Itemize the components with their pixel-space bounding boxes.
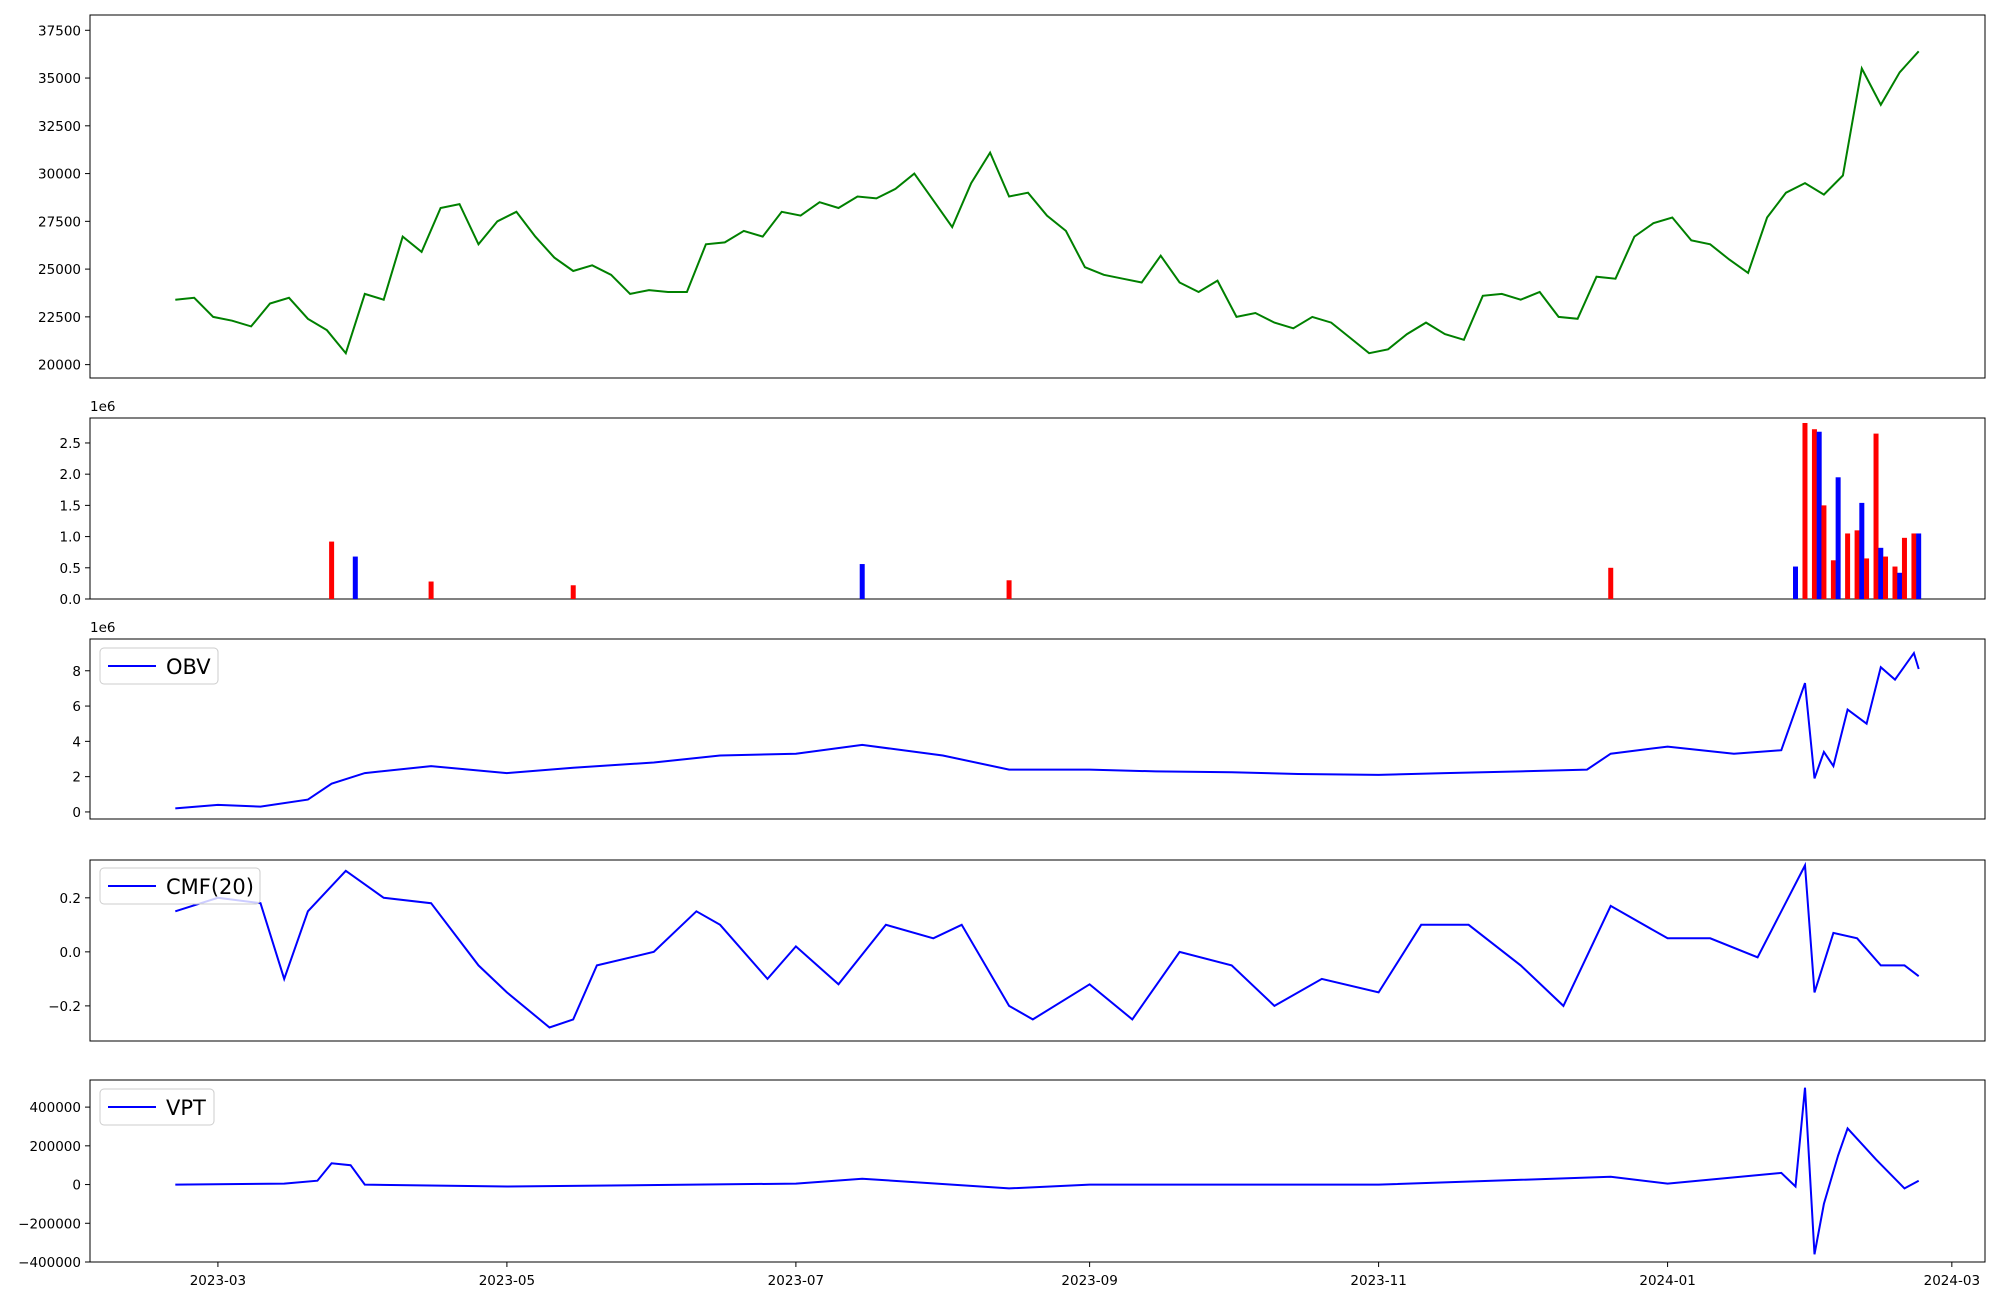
y-tick-label: 0.0 xyxy=(60,945,81,961)
volume-bar xyxy=(1835,477,1841,599)
y-tick-label: −200000 xyxy=(18,1216,81,1232)
volume-y-axis: 0.0 0.5 1.0 1.5 2.0 2.5 xyxy=(60,436,90,608)
obv-line xyxy=(175,650,1920,810)
obv-offset-label: 1e6 xyxy=(90,620,115,636)
y-tick-label: 2.5 xyxy=(60,436,81,452)
vpt-panel: −400000 −200000 0 200000 400000 VPT xyxy=(18,1079,1986,1271)
y-tick-label: 2 xyxy=(72,770,81,786)
volume-bar xyxy=(1916,533,1922,599)
y-tick-label: 30000 xyxy=(38,167,81,183)
volume-bar xyxy=(329,541,335,599)
volume-bar xyxy=(1883,556,1889,599)
y-tick-label: 0.5 xyxy=(60,561,81,577)
y-tick-label: 2.0 xyxy=(60,467,81,483)
volume-bar xyxy=(1892,566,1898,599)
obv-panel: 1e6 0 2 4 6 8 OBV xyxy=(72,620,1986,821)
x-tick-label: 2023-11 xyxy=(1350,1273,1406,1289)
obv-y-axis: 0 2 4 6 8 xyxy=(72,664,90,821)
volume-bar xyxy=(1864,558,1870,599)
price-y-axis: 20000 22500 25000 27500 30000 32500 35000 37500 xyxy=(38,23,90,374)
volume-bar xyxy=(570,585,576,599)
y-tick-label: 0 xyxy=(72,1178,81,1194)
y-tick-label: 6 xyxy=(72,699,81,715)
vpt-line xyxy=(175,1087,1920,1255)
date-x-axis: 2023-03 2023-05 2023-07 2023-09 2023-11 2024-… xyxy=(190,1262,1980,1289)
cmf-legend-label: CMF(20) xyxy=(166,875,254,899)
y-tick-label: 35000 xyxy=(38,71,81,87)
x-tick-label: 2024-01 xyxy=(1639,1273,1695,1289)
obv-legend: OBV xyxy=(99,647,219,685)
y-tick-label: −0.2 xyxy=(48,999,81,1015)
y-tick-label: 20000 xyxy=(38,358,81,374)
x-tick-label: 2023-09 xyxy=(1061,1273,1117,1289)
volume-bar xyxy=(1802,422,1808,599)
volume-bar xyxy=(1006,580,1012,599)
volume-bar xyxy=(1873,433,1879,599)
volume-panel: 1e6 0.0 0.5 1.0 1.5 2.0 2.5 xyxy=(60,399,1986,608)
x-tick-label: 2023-05 xyxy=(479,1273,535,1289)
y-tick-label: 27500 xyxy=(38,214,81,230)
price-panel: 20000 22500 25000 27500 30000 32500 35000 37500 xyxy=(38,14,1986,379)
y-tick-label: 400000 xyxy=(29,1100,81,1116)
volume-bar xyxy=(1816,431,1822,599)
x-tick-label: 2024-03 xyxy=(1924,1273,1980,1289)
x-tick-label: 2023-03 xyxy=(190,1273,246,1289)
y-tick-label: 22500 xyxy=(38,310,81,326)
vpt-legend-label: VPT xyxy=(166,1096,206,1120)
y-tick-label: 0 xyxy=(72,805,81,821)
y-tick-label: 25000 xyxy=(38,262,81,278)
y-tick-label: 8 xyxy=(72,664,81,680)
volume-bar xyxy=(1845,533,1851,599)
volume-bar xyxy=(859,564,865,599)
cmf-legend: CMF(20) xyxy=(99,867,261,905)
volume-bar xyxy=(1608,567,1614,599)
x-tick-label: 2023-07 xyxy=(768,1273,824,1289)
volume-bar xyxy=(1854,530,1860,599)
volume-bar xyxy=(1793,566,1798,599)
volume-bars xyxy=(329,422,1922,599)
price-line xyxy=(175,50,1920,356)
vpt-y-axis: −400000 −200000 0 200000 400000 xyxy=(18,1100,90,1271)
volume-bar xyxy=(1821,505,1827,599)
y-tick-label: 0.2 xyxy=(60,891,81,907)
vpt-legend: VPT xyxy=(99,1088,215,1126)
obv-legend-label: OBV xyxy=(166,655,211,679)
cmf-y-axis: −0.2 0.0 0.2 xyxy=(48,891,90,1015)
y-tick-label: 1.0 xyxy=(60,530,81,546)
y-tick-label: 32500 xyxy=(38,119,81,135)
y-tick-label: 1.5 xyxy=(60,498,81,514)
volume-bar xyxy=(1901,537,1907,599)
cmf-panel: −0.2 0.0 0.2 CMF(20) xyxy=(48,859,1986,1042)
volume-bar xyxy=(1811,429,1817,599)
volume-bar xyxy=(1911,533,1917,599)
volume-bar xyxy=(1878,547,1884,599)
volume-bar xyxy=(428,581,434,599)
cmf-line xyxy=(174,861,1920,1029)
y-tick-label: 0.0 xyxy=(60,592,81,608)
volume-bar xyxy=(352,556,358,599)
volume-bar xyxy=(1897,572,1903,599)
y-tick-label: 37500 xyxy=(38,23,81,39)
volume-bar xyxy=(1859,502,1865,599)
y-tick-label: 4 xyxy=(72,734,81,750)
volume-bar xyxy=(1830,560,1836,599)
y-tick-label: 200000 xyxy=(29,1139,81,1155)
y-tick-label: −400000 xyxy=(18,1255,81,1271)
volume-offset-label: 1e6 xyxy=(90,399,115,415)
